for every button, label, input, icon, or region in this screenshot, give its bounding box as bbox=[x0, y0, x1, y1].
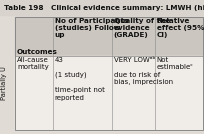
Text: Table 198   Clinical evidence summary: LMWH (high d: Table 198 Clinical evidence summary: LMW… bbox=[4, 5, 204, 11]
Bar bbox=[0, 0, 204, 15]
Text: Not
estimableᶜ: Not estimableᶜ bbox=[157, 57, 194, 70]
Text: No of Participants
(studies) Follow
up: No of Participants (studies) Follow up bbox=[55, 18, 128, 38]
Text: Quality of the
evidence
(GRADE): Quality of the evidence (GRADE) bbox=[114, 18, 170, 38]
Bar bbox=[15, 17, 203, 130]
Text: Relative
effect (95%
CI): Relative effect (95% CI) bbox=[157, 18, 204, 38]
Text: VERY LOWᵃᵇ

due to risk of
bias, imprecision: VERY LOWᵃᵇ due to risk of bias, imprecis… bbox=[114, 57, 173, 85]
Text: All-cause
mortality: All-cause mortality bbox=[17, 57, 49, 70]
Text: Partially U: Partially U bbox=[1, 66, 7, 100]
Bar bbox=[15, 17, 203, 56]
Bar bbox=[15, 56, 203, 130]
Text: 43

(1 study)

time-point not
reported: 43 (1 study) time-point not reported bbox=[55, 57, 104, 101]
Text: Outcomes: Outcomes bbox=[17, 49, 58, 55]
